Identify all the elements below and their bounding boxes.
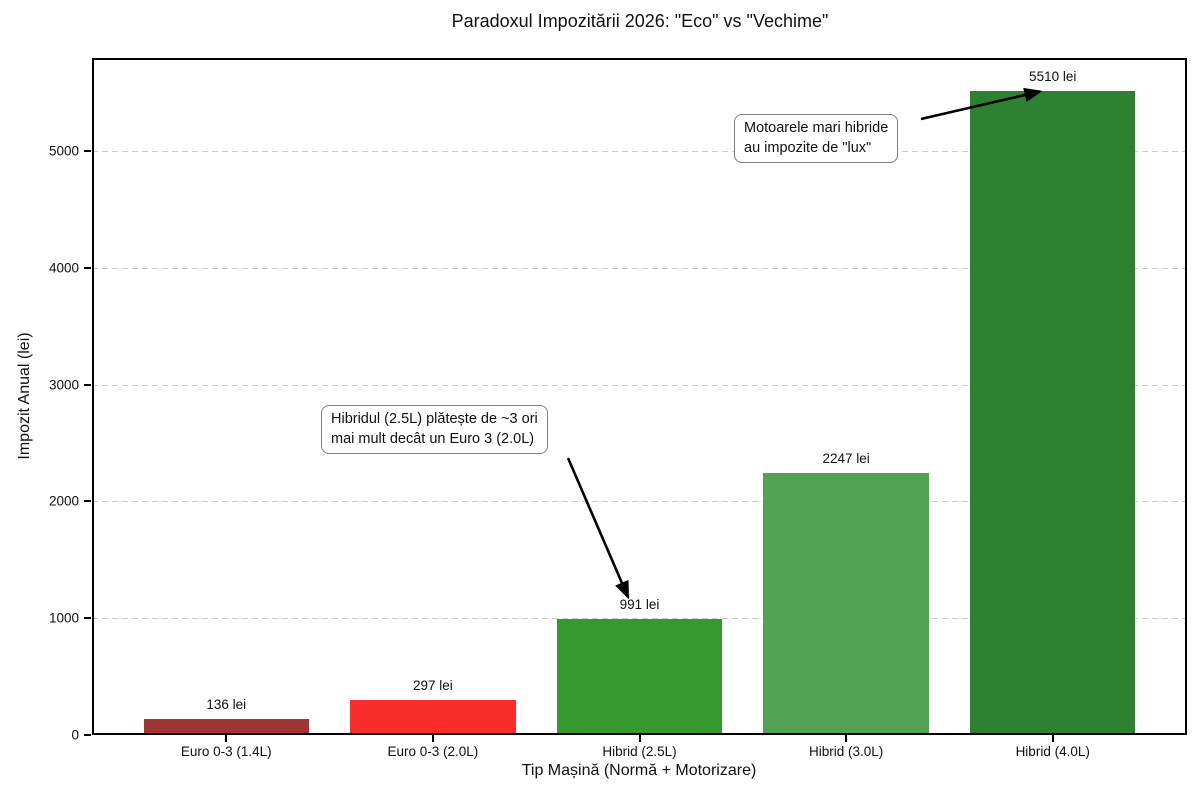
bar-value-label: 5510 lei [1029,69,1077,85]
bar-value-label: 991 lei [619,597,660,613]
bar-value-label: 297 lei [412,678,453,694]
chart-title: Paradoxul Impozitării 2026: "Eco" vs "Ve… [451,11,829,31]
y-tick-label-3000: 3000 [48,377,79,393]
gridline-4000 [92,267,1187,269]
gridline-1000 [92,618,1187,620]
annotation-compare-line1: Hibridul (2.5L) plătește de ~3 ori [331,411,538,427]
x-tick-mark [431,735,434,742]
y-tick-mark-3000 [84,383,91,386]
x-tick-label: Hibrid (4.0L) [1015,744,1090,759]
y-tick-label-2000: 2000 [48,493,79,509]
x-tick-mark [1051,735,1054,742]
x-tick-mark [638,735,641,742]
gridline-3000 [92,384,1187,386]
y-tick-label-4000: 4000 [48,260,79,276]
annotation-lux-line2: au impozite de "lux" [744,139,872,156]
bar-value-label: 2247 lei [822,450,870,466]
annotation-lux-tax: Motoarele mari hibride au impozite de "l… [734,114,899,164]
annotation-lux-line1: Motoarele mari hibride [744,120,889,136]
y-axis-label: Impozit Anual (lei) [16,332,33,460]
plot-area: 0 1000 2000 3000 4000 5000 136 lei Euro 0-3 (1.… [49,58,1187,759]
x-tick-mark [225,735,228,742]
bar-hibrid-2-5l [556,619,723,735]
x-axis-label: Tip Mașină (Normă + Motorizare) [521,762,757,779]
bar-hibrid-4-0l [970,91,1136,735]
y-tick-mark-2000 [84,500,91,503]
bar-euro-0-3-2-0l [350,700,516,735]
bar-euro-0-3-1-4l [143,719,309,735]
x-tick-label: Euro 0-3 (2.0L) [387,744,479,759]
y-tick-mark-4000 [84,266,91,269]
x-tick-label: Euro 0-3 (1.4L) [180,744,272,759]
y-tick-mark-5000 [84,149,91,152]
annotation-compare-line2: mai mult decât un Euro 3 (2.0L) [331,430,535,447]
annotation-hybrid-comparison: Hibridul (2.5L) plătește de ~3 ori mai m… [321,405,548,455]
y-tick-mark-0 [84,734,91,736]
x-tick-label: Hibrid (3.0L) [808,744,884,759]
bar-hibrid-3-0l [763,472,929,735]
y-tick-label-1000: 1000 [48,610,79,626]
bar-value-label: 136 lei [206,697,247,713]
x-tick-label: Hibrid (2.5L) [602,744,677,759]
gridline-5000 [92,150,1187,152]
x-tick-mark [845,735,848,742]
gridline-2000 [92,501,1187,503]
y-tick-mark-1000 [84,617,91,620]
y-tick-label-0: 0 [71,727,79,743]
y-tick-label-5000: 5000 [48,143,79,159]
